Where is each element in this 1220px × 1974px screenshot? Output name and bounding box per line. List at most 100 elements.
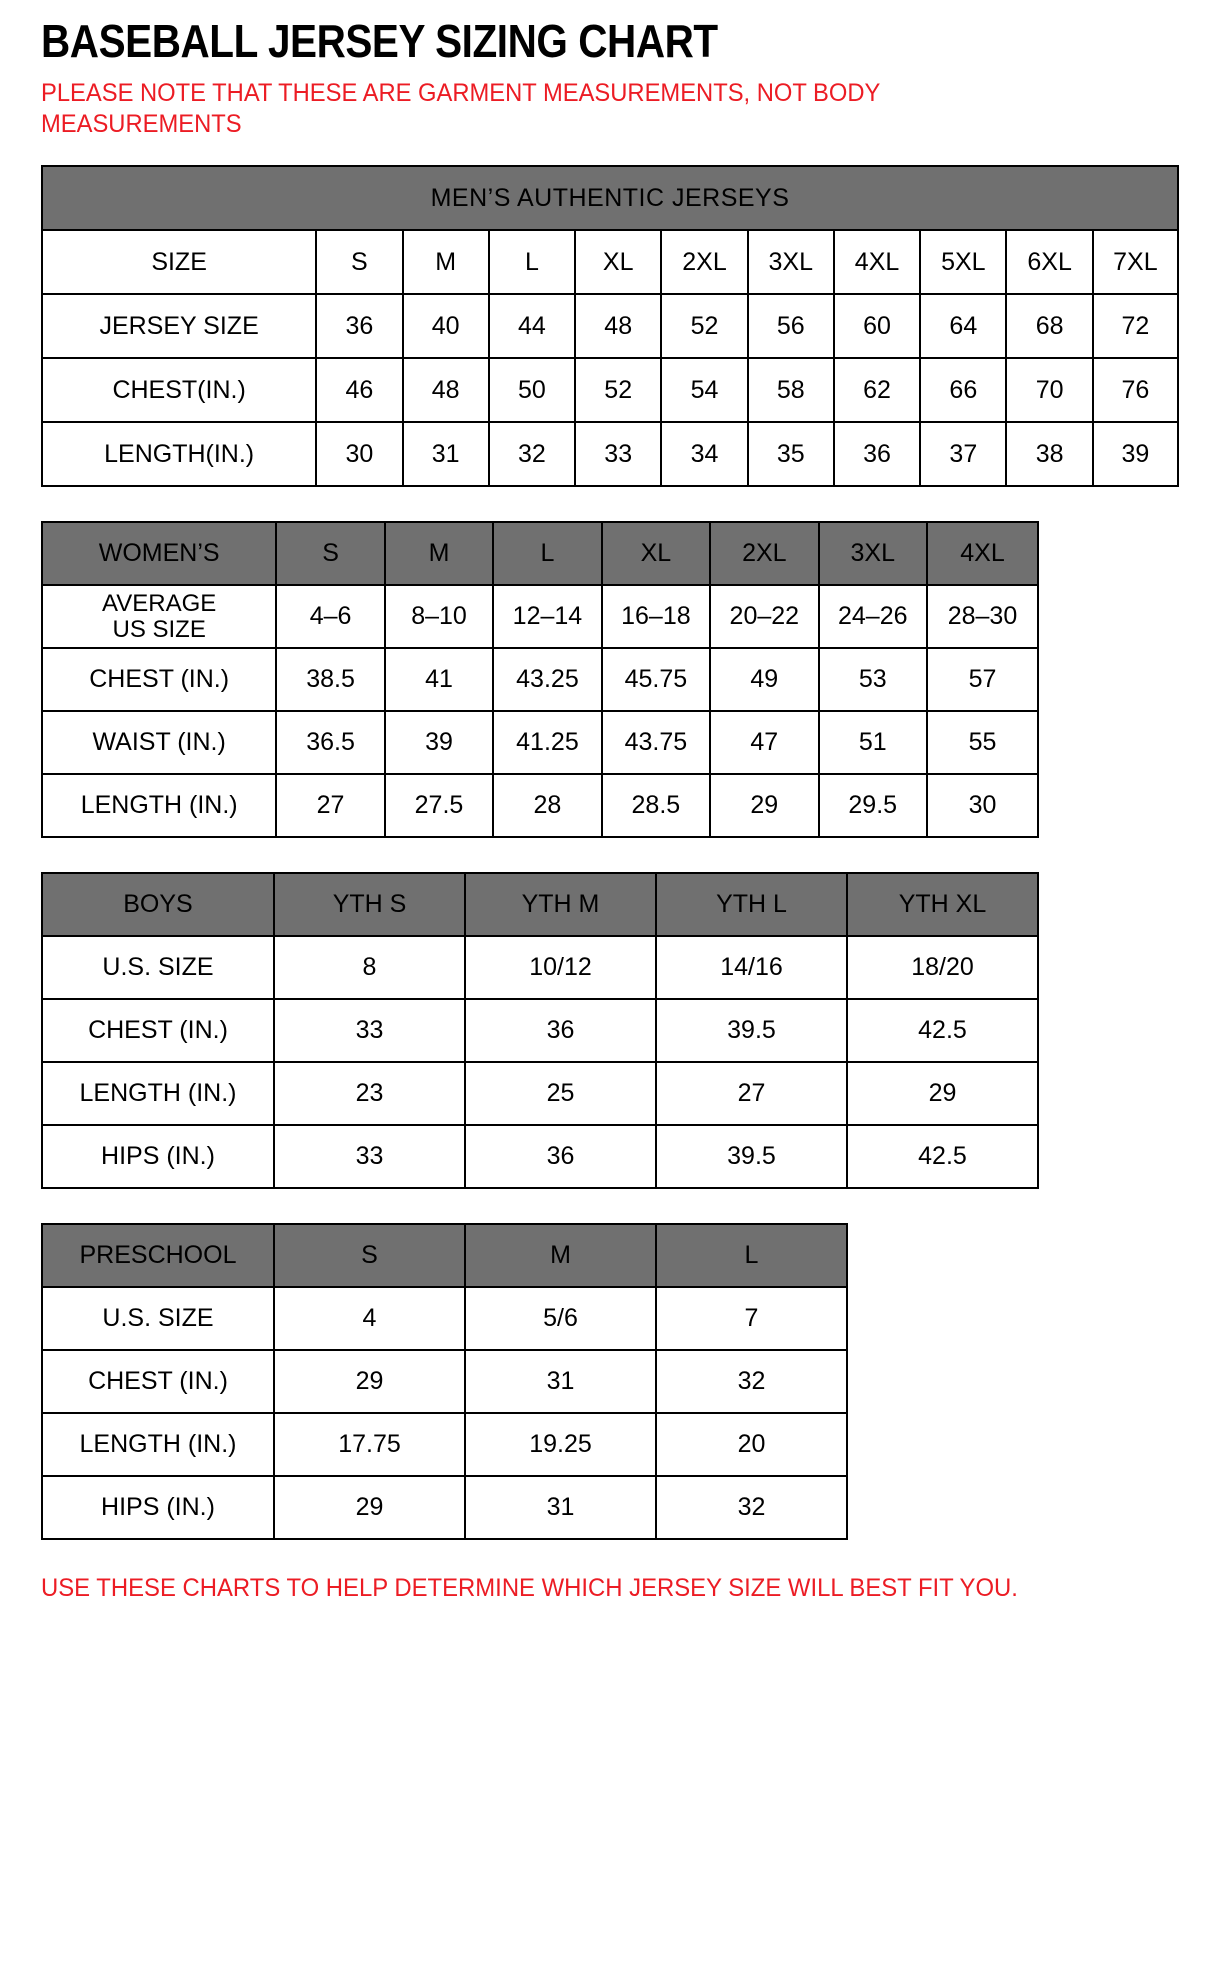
table-cell: M [401,229,490,295]
table-cell: 29 [709,773,820,838]
table-row: CHEST (IN.) 29 31 32 [41,1349,848,1414]
table-cell: 3XL [746,229,835,295]
table-cell: 31 [464,1475,657,1540]
column-header: L [492,521,603,586]
sizing-chart-page: BASEBALL JERSEY SIZING CHART PLEASE NOTE… [40,18,1180,1602]
table-cell: 46 [315,357,404,423]
table-cell: 55 [925,710,1040,775]
table-row: AVERAGE US SIZE 4–6 8–10 12–14 16–18 20–2… [40,584,1040,649]
table-cell: 51 [817,710,928,775]
table-row: JERSEY SIZE 36 40 44 48 52 56 60 64 68 7… [40,293,1180,359]
column-header: XL [600,521,712,586]
row-label-hips: HIPS (IN.) [41,1124,275,1189]
column-header: M [383,521,495,586]
table-cell: 48 [401,357,490,423]
table-cell: 32 [655,1475,848,1540]
table-row: HIPS (IN.) 33 36 39.5 42.5 [41,1124,1039,1189]
table-cell: 16–18 [600,584,712,649]
row-label-chest: CHEST(IN.) [40,357,318,423]
table-cell: 34 [660,421,749,487]
table-cell: 36.5 [275,710,386,775]
table-cell: 29.5 [817,773,928,838]
table-header-row: WOMEN’S S M L XL 2XL 3XL 4XL [40,521,1040,586]
table-cell: 39 [1091,421,1180,487]
row-label-chest: CHEST (IN.) [40,647,278,712]
table-cell: 41 [383,647,495,712]
mens-table-title: MEN’S AUTHENTIC JERSEYS [41,165,1179,231]
table-cell: 20 [655,1412,848,1477]
boys-sizes-table: BOYS YTH S YTH M YTH L YTH XL U.S. SIZE … [41,872,1039,1189]
table-cell: 28 [492,773,603,838]
table-header-row: BOYS YTH S YTH M YTH L YTH XL [41,872,1039,937]
table-cell: 4XL [832,229,922,295]
table-cell: 32 [655,1349,848,1414]
table-cell: 27.5 [383,773,495,838]
row-label-average-us-size: AVERAGE US SIZE [40,584,278,649]
table-cell: 30 [315,421,404,487]
column-header: YTH S [273,872,466,937]
column-header: L [655,1223,848,1288]
table-cell: 66 [919,357,1008,423]
chart-footer-note: USE THESE CHARTS TO HELP DETERMINE WHICH… [41,1574,1018,1602]
column-header: 3XL [817,521,928,586]
table-cell: 36 [464,998,657,1063]
row-label-length: LENGTH (IN.) [41,1412,275,1477]
table-cell: 7 [655,1286,848,1351]
table-cell: 28.5 [600,773,712,838]
table-cell: 52 [660,293,749,359]
table-cell: 7XL [1091,229,1180,295]
table-cell: 39.5 [655,1124,848,1189]
table-cell: 33 [273,998,466,1063]
row-label-chest: CHEST (IN.) [41,1349,275,1414]
row-label-waist: WAIST (IN.) [40,710,278,775]
table-cell: 70 [1005,357,1094,423]
table-row: CHEST(IN.) 46 48 50 52 54 58 62 66 70 76 [40,357,1180,423]
table-cell: XL [574,229,663,295]
garment-measurement-note: PLEASE NOTE THAT THESE ARE GARMENT MEASU… [41,79,880,138]
table-cell: 29 [273,1349,466,1414]
table-cell: 2XL [660,229,749,295]
table-row: LENGTH(IN.) 30 31 32 33 34 35 36 37 38 3… [40,421,1180,487]
column-header: M [464,1223,657,1288]
table-cell: 27 [275,773,386,838]
table-cell: 68 [1005,293,1094,359]
table-row: WAIST (IN.) 36.5 39 41.25 43.75 47 51 55 [40,710,1040,775]
table-cell: 44 [487,293,577,359]
table-cell: 33 [574,421,663,487]
table-cell: 5XL [919,229,1008,295]
table-cell: 18/20 [846,935,1039,1000]
row-label-length: LENGTH (IN.) [40,773,278,838]
table-cell: 24–26 [817,584,928,649]
table-cell: 43.75 [600,710,712,775]
table-cell: 27 [655,1061,848,1126]
womens-table-title: WOMEN’S [40,521,278,586]
table-cell: 19.25 [464,1412,657,1477]
column-header: YTH L [655,872,848,937]
table-cell: 8–10 [383,584,495,649]
table-cell: 17.75 [273,1412,466,1477]
row-label-jersey-size: JERSEY SIZE [40,293,318,359]
row-label-us-size: U.S. SIZE [41,935,275,1000]
table-row: LENGTH (IN.) 17.75 19.25 20 [41,1412,848,1477]
table-cell: 5/6 [464,1286,657,1351]
table-cell: 20–22 [709,584,820,649]
row-label-line-1: AVERAGE [102,590,217,618]
row-label-line-2: US SIZE [112,615,206,643]
table-row: SIZE S M L XL 2XL 3XL 4XL 5XL 6XL 7XL [40,229,1180,295]
column-header: YTH XL [846,872,1039,937]
table-cell: 76 [1091,357,1180,423]
table-cell: 42.5 [846,998,1039,1063]
table-cell: 31 [401,421,490,487]
table-cell: 10/12 [464,935,657,1000]
table-cell: 36 [464,1124,657,1189]
table-cell: 48 [574,293,663,359]
row-label-length: LENGTH(IN.) [40,421,318,487]
table-cell: S [315,229,404,295]
table-cell: 33 [273,1124,466,1189]
row-label-length: LENGTH (IN.) [41,1061,275,1126]
table-header-row: PRESCHOOL S M L [41,1223,848,1288]
table-cell: 60 [832,293,922,359]
column-header: S [273,1223,466,1288]
table-cell: 40 [401,293,490,359]
table-cell: 47 [709,710,820,775]
